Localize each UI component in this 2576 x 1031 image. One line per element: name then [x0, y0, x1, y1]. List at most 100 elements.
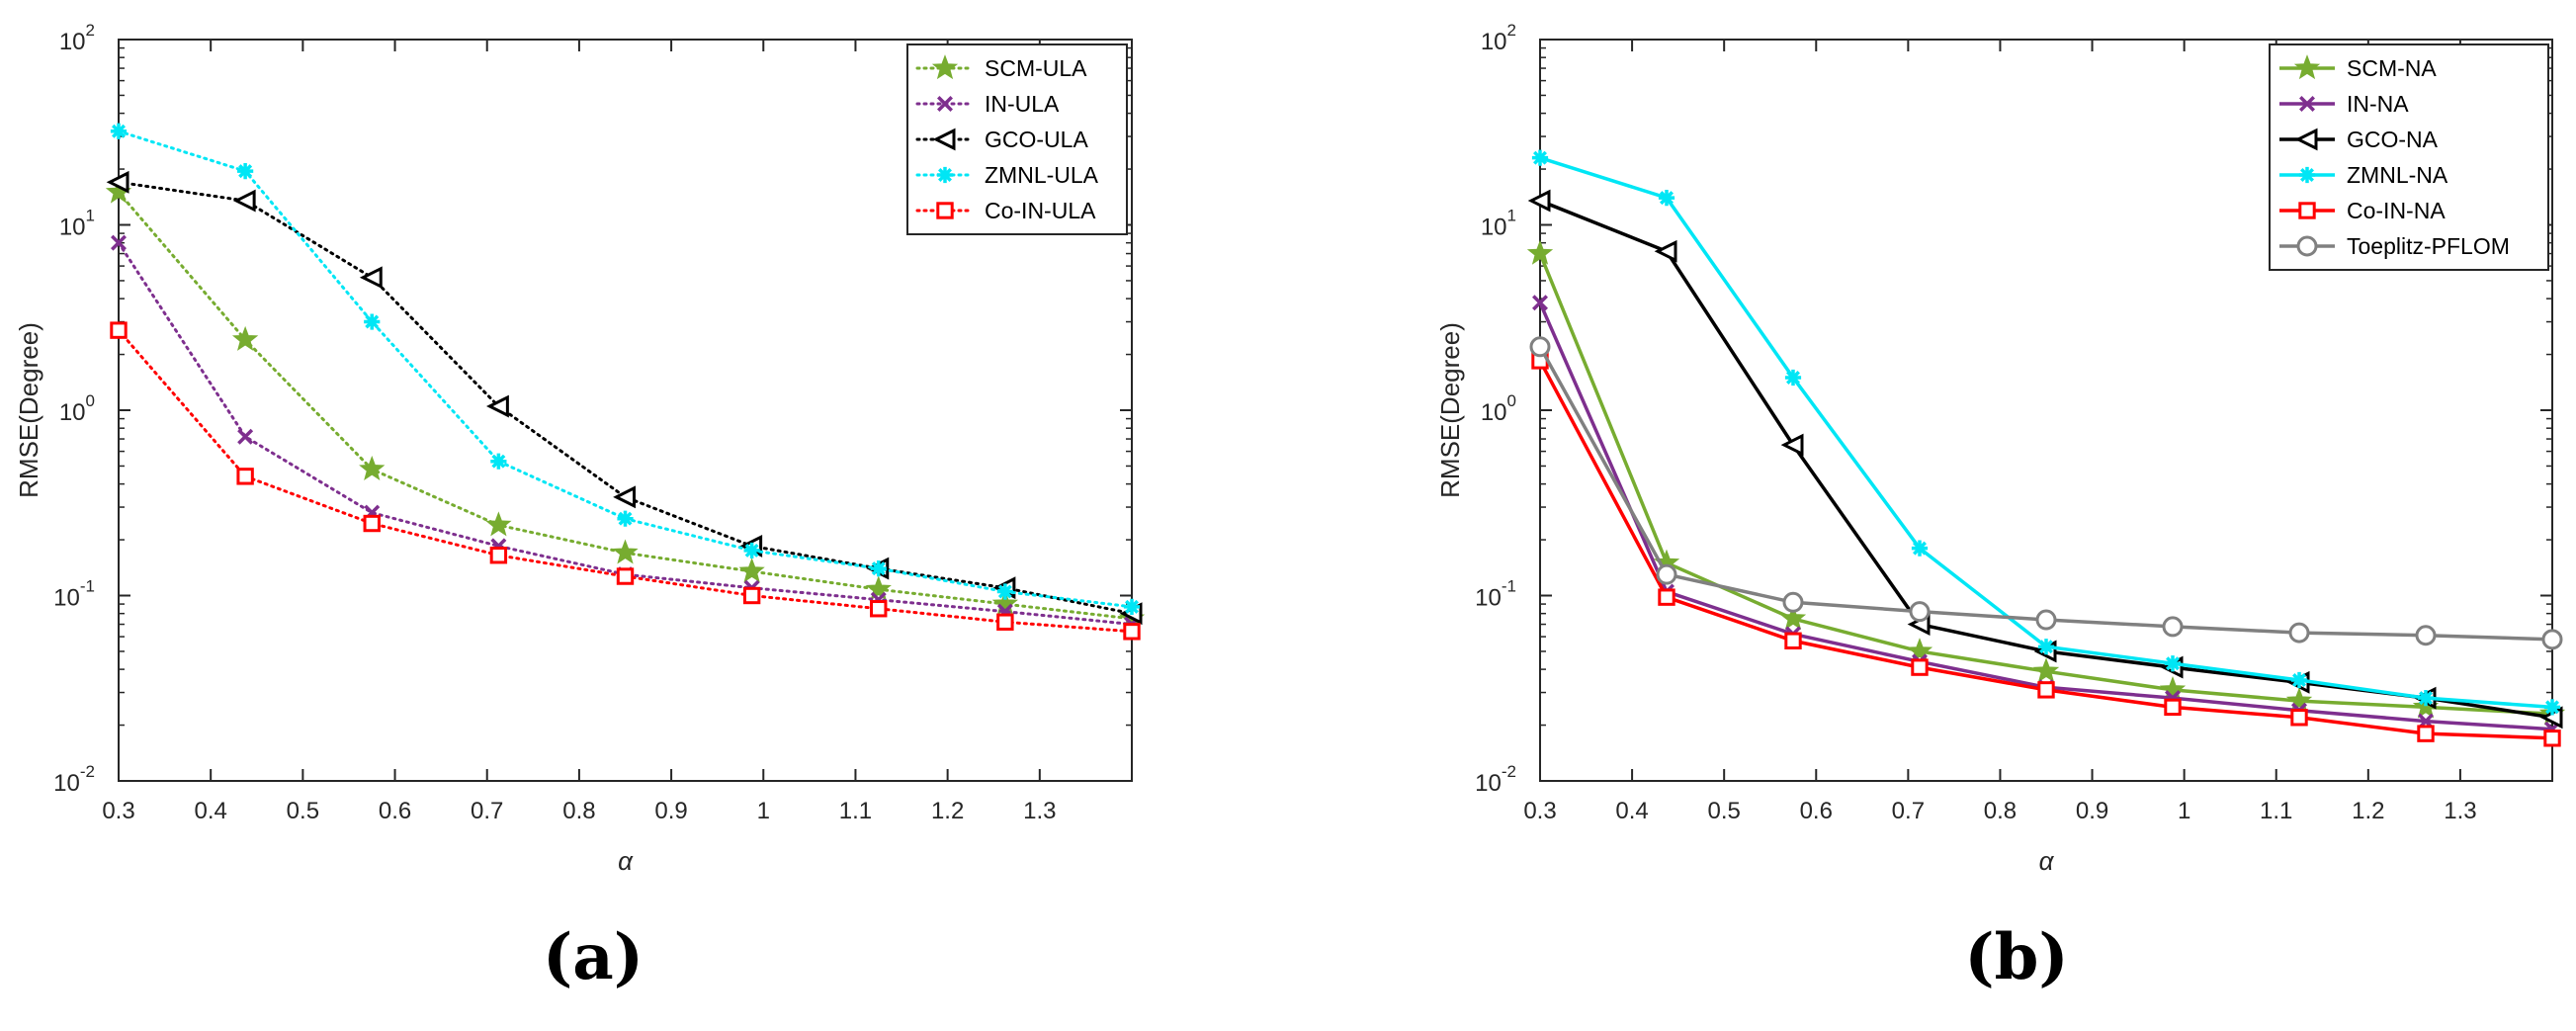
marker-circle	[2288, 622, 2310, 644]
marker-square	[996, 613, 1014, 631]
marker-circle	[2541, 629, 2563, 650]
x-tick-label: 0.6	[379, 798, 411, 824]
legend-item: Toeplitz-PFLOM	[2279, 233, 2510, 259]
marker-square	[236, 468, 254, 485]
marker-asterisk	[617, 510, 634, 527]
marker-circle	[2296, 235, 2318, 257]
y-tick-label: 10-1	[53, 577, 95, 612]
marker-square	[110, 321, 128, 339]
legend-item: ZMNL-NA	[2279, 162, 2448, 188]
x-tick-label: 0.3	[102, 798, 134, 824]
x-axis-title: α	[618, 846, 634, 876]
legend-label: Co-IN-ULA	[985, 198, 1096, 223]
marker-star	[1906, 638, 1933, 663]
x-tick-label: 0.6	[1800, 798, 1833, 824]
x-tick-label: 1.1	[839, 798, 872, 824]
marker-star	[991, 590, 1019, 616]
marker-square	[2417, 725, 2435, 742]
legend-label: IN-ULA	[985, 91, 1060, 117]
x-tick-label: 1	[2178, 798, 2190, 824]
y-tick-label: 10-1	[1475, 577, 1516, 612]
x-tick-label: 0.9	[654, 798, 687, 824]
series-co-in-ula	[110, 321, 1141, 641]
panel-caption: (a)	[543, 920, 644, 994]
y-axis-title: RMSE(Degree)	[14, 322, 43, 498]
legend-item: SCM-NA	[2279, 54, 2437, 81]
y-axis-title: RMSE(Degree)	[1435, 322, 1465, 498]
y-tick-label: 102	[59, 21, 95, 55]
marker-asterisk	[2417, 690, 2435, 707]
marker-triangle	[1780, 433, 1804, 457]
marker-asterisk	[2543, 699, 2561, 716]
y-tick-label: 101	[59, 207, 95, 241]
marker-asterisk	[1911, 540, 1929, 557]
legend: SCM-ULA IN-ULA GCO-ULA ZMNL-ULA Co-IN-ULA	[906, 43, 1128, 235]
legend-item: Co-IN-NA	[2279, 198, 2446, 223]
marker-star	[485, 511, 512, 537]
marker-circle	[2162, 616, 2184, 638]
marker-circle	[1529, 336, 1551, 358]
y-tick-label: 10-2	[53, 762, 95, 797]
marker-asterisk	[2037, 639, 2055, 655]
marker-star	[612, 539, 639, 564]
legend-label: GCO-NA	[2347, 127, 2439, 152]
legend-label: ZMNL-ULA	[985, 162, 1099, 188]
marker-star	[359, 455, 386, 480]
marker-triangle	[359, 266, 383, 290]
legend-item: IN-NA	[2279, 91, 2409, 117]
marker-asterisk	[1784, 369, 1802, 387]
marker-asterisk	[743, 542, 760, 559]
marker-triangle	[613, 485, 636, 509]
marker-x	[1532, 295, 1548, 311]
x-tick-label: 1.3	[2444, 798, 2476, 824]
y-tick-label: 101	[1481, 207, 1516, 241]
chart-panel-a: 10-2 10-1 100 101 102 0.3 0.4 0.5 0.6 0.7 0.8 0.9 1 1…	[14, 21, 1146, 994]
marker-star	[2159, 676, 2187, 702]
marker-star	[865, 575, 892, 601]
marker-circle	[1782, 591, 1804, 613]
legend-label: GCO-ULA	[985, 127, 1088, 152]
series-co-in-na	[1531, 352, 2561, 747]
marker-star	[2293, 54, 2321, 80]
x-tick-label: 0.4	[1615, 798, 1648, 824]
marker-x	[237, 428, 254, 445]
legend-item: SCM-ULA	[915, 54, 1087, 81]
marker-asterisk	[996, 583, 1013, 600]
y-tick-label: 102	[1481, 21, 1516, 55]
series-zmnl-na	[1531, 149, 2561, 716]
marker-square	[2298, 202, 2316, 219]
legend-label: IN-NA	[2347, 91, 2409, 117]
marker-asterisk	[2164, 655, 2182, 672]
x-tick-label: 1.1	[2260, 798, 2292, 824]
legend-item: GCO-ULA	[915, 127, 1088, 152]
marker-square	[742, 586, 761, 605]
x-tick-label: 1.2	[931, 798, 964, 824]
legend-label: SCM-ULA	[985, 55, 1087, 81]
marker-star	[2032, 657, 2060, 683]
marker-asterisk	[237, 163, 254, 180]
marker-square	[1658, 588, 1675, 606]
marker-square	[870, 600, 888, 618]
marker-asterisk	[110, 123, 128, 139]
marker-star	[931, 54, 959, 80]
marker-triangle	[486, 394, 509, 418]
marker-asterisk	[364, 313, 381, 330]
marker-star	[1526, 239, 1554, 265]
marker-star	[231, 325, 259, 351]
marker-star	[738, 558, 765, 583]
y-tick-label: 100	[59, 391, 95, 426]
marker-square	[936, 202, 954, 219]
legend-label: SCM-NA	[2347, 55, 2437, 81]
series-zmnl-ula	[110, 123, 1141, 615]
marker-square	[2037, 681, 2055, 699]
x-tick-label: 0.7	[1892, 798, 1925, 824]
marker-triangle	[106, 170, 129, 194]
series-line	[119, 180, 1132, 616]
legend-label: Toeplitz-PFLOM	[2347, 233, 2510, 259]
marker-asterisk	[1123, 598, 1141, 615]
series-toeplitz-pflom	[1529, 336, 2563, 650]
x-tick-label: 0.8	[1984, 798, 2017, 824]
legend-label: ZMNL-NA	[2347, 162, 2448, 188]
marker-asterisk	[1531, 149, 1549, 166]
marker-circle	[2415, 625, 2437, 646]
